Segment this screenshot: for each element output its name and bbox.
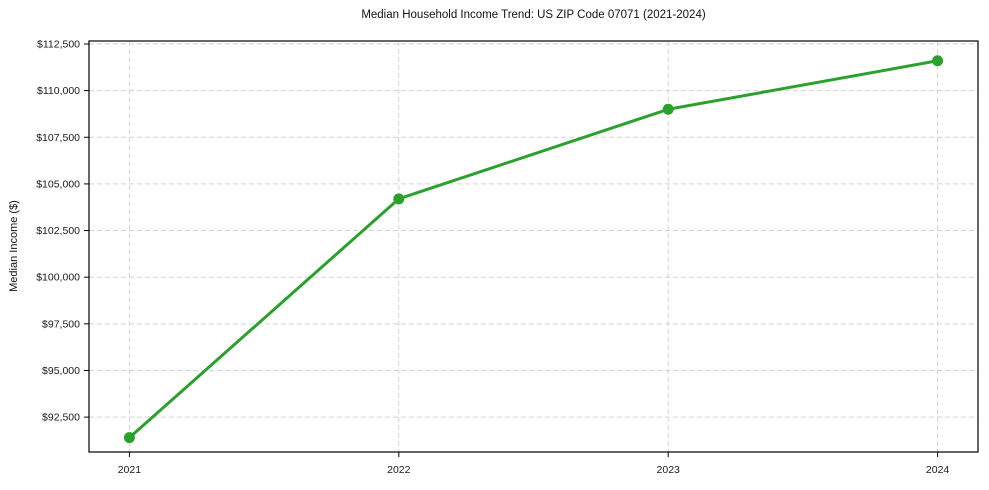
data-point-marker [123,432,135,444]
chart-title: Median Household Income Trend: US ZIP Co… [361,9,706,21]
data-point-marker [662,103,674,115]
x-tick-label: 2021 [118,464,142,476]
y-tick-label: $107,500 [36,132,80,144]
y-tick-label: $102,500 [36,225,80,237]
data-point-marker [393,193,405,205]
y-tick-label: $112,500 [37,38,80,50]
y-tick-label: $97,500 [42,318,80,330]
x-tick-label: 2022 [387,464,411,476]
x-tick-label: 2023 [657,464,681,476]
x-tick-label: 2024 [926,464,950,476]
plot-border [88,40,979,453]
y-tick-label: $92,500 [42,412,80,424]
y-tick-label: $105,000 [36,178,80,190]
y-tick-label: $110,000 [37,85,80,97]
y-tick-label: $95,000 [42,365,80,377]
data-point-marker [932,55,944,67]
income-trend-line [127,59,940,440]
y-tick-label: $100,000 [36,272,80,284]
